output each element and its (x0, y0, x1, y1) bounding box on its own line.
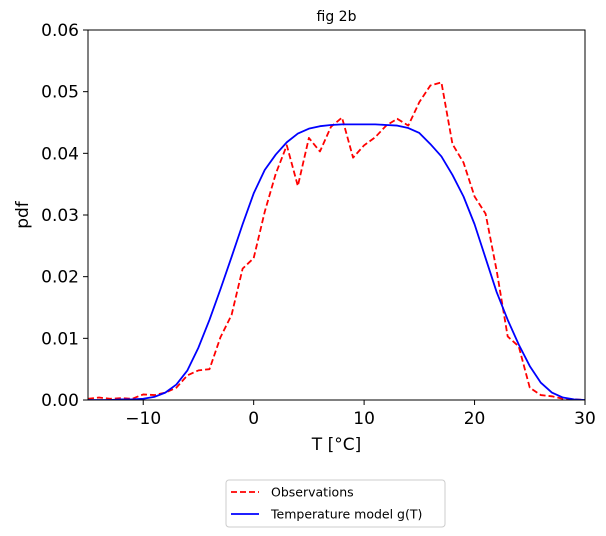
y-tick-label: 0.05 (41, 83, 79, 103)
x-tick-label: −10 (125, 409, 161, 429)
x-tick-label: 30 (574, 409, 596, 429)
x-axis-label: T [°C] (311, 435, 361, 455)
series-line-observations (88, 81, 585, 400)
y-tick-label: 0.01 (41, 329, 79, 349)
y-tick-label: 0.06 (41, 21, 79, 41)
series-line-temperature-model (88, 123, 585, 400)
plot-area (88, 81, 585, 400)
chart-title: fig 2b (317, 9, 357, 25)
y-tick-label: 0.04 (41, 144, 79, 164)
legend: Observations Temperature model g(T) (225, 479, 446, 528)
y-axis-label: pdf (13, 200, 33, 229)
x-axis: −10 0 10 20 30 (125, 400, 596, 429)
legend-entry: Observations (271, 485, 354, 500)
x-tick-label: 0 (248, 409, 259, 429)
y-tick-label: 0.03 (41, 206, 79, 226)
y-axis: 0.00 0.01 0.02 0.03 0.04 0.05 0.06 (41, 21, 88, 411)
x-tick-label: 20 (464, 409, 486, 429)
y-tick-label: 0.00 (41, 391, 79, 411)
legend-entry: Temperature model g(T) (270, 507, 422, 522)
legend-box (225, 479, 446, 528)
y-tick-label: 0.02 (41, 268, 79, 288)
x-tick-label: 10 (353, 409, 375, 429)
plot-frame (87, 29, 586, 401)
